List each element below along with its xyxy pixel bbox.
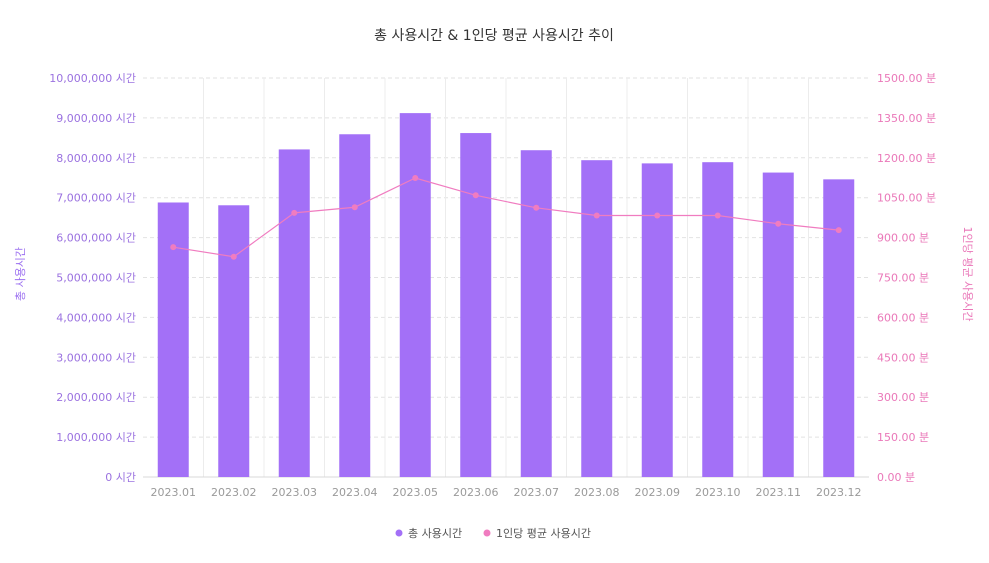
y-right-tick-label: 600.00 분 xyxy=(877,311,929,324)
average-line xyxy=(173,177,839,258)
legend-marker-total xyxy=(395,529,403,537)
y-left-tick-label: 10,000,000 시간 xyxy=(49,72,136,85)
y-right-tick-label: 450.00 분 xyxy=(877,351,929,364)
bar-2023.04[interactable] xyxy=(339,134,371,477)
y-right-tick-label: 900.00 분 xyxy=(877,232,929,245)
legend: 총 사용시간 1인당 평균 사용시간 xyxy=(395,527,591,540)
y-left-tick-label: 4,000,000 시간 xyxy=(56,311,136,324)
y-left-tick-label: 1,000,000 시간 xyxy=(56,431,136,444)
bar-2023.08[interactable] xyxy=(581,160,613,477)
y-axis-right-title: 1인당 평균 사용시간 xyxy=(961,227,974,322)
y-axis-left-title: 총 사용시간 xyxy=(14,247,27,301)
line-point-2023.10[interactable] xyxy=(714,212,721,219)
line-point-2023.12[interactable] xyxy=(835,227,842,234)
bar-2023.02[interactable] xyxy=(218,205,250,477)
line-point-2023.07[interactable] xyxy=(533,204,540,211)
y-right-tick-label: 0.00 분 xyxy=(877,471,915,484)
x-tick-label: 2023.05 xyxy=(393,486,439,499)
y-right-tick-label: 1050.00 분 xyxy=(877,192,936,205)
line-point-2023.04[interactable] xyxy=(351,204,358,211)
x-tick-label: 2023.07 xyxy=(514,486,560,499)
y-right-tick-label: 150.00 분 xyxy=(877,431,929,444)
x-tick-label: 2023.06 xyxy=(453,486,499,499)
x-tick-label: 2023.10 xyxy=(695,486,741,499)
line-point-2023.11[interactable] xyxy=(775,220,782,227)
chart-title: 총 사용시간 & 1인당 평균 사용시간 추이 xyxy=(374,28,614,44)
line-point-2023.05[interactable] xyxy=(412,175,419,182)
x-tick-label: 2023.09 xyxy=(635,486,681,499)
line-point-2023.06[interactable] xyxy=(472,192,479,199)
bar-2023.07[interactable] xyxy=(520,150,552,477)
y-left-tick-label: 6,000,000 시간 xyxy=(56,232,136,245)
x-tick-label: 2023.03 xyxy=(272,486,318,499)
x-tick-label: 2023.02 xyxy=(211,486,257,499)
grid-lines xyxy=(143,77,869,478)
bar-2023.06[interactable] xyxy=(460,133,492,477)
y-left-tick-label: 0 시간 xyxy=(105,471,136,484)
y-left-tick-label: 8,000,000 시간 xyxy=(56,152,136,165)
line-point-2023.08[interactable] xyxy=(593,212,600,219)
bar-2023.01[interactable] xyxy=(157,202,189,477)
bar-2023.10[interactable] xyxy=(702,162,734,477)
legend-item-total[interactable]: 총 사용시간 xyxy=(395,527,463,540)
line-series xyxy=(170,175,842,260)
x-tick-label: 2023.11 xyxy=(756,486,802,499)
line-point-2023.09[interactable] xyxy=(654,212,661,219)
x-tick-label: 2023.04 xyxy=(332,486,378,499)
bar-2023.05[interactable] xyxy=(399,113,431,477)
y-left-tick-label: 3,000,000 시간 xyxy=(56,351,136,364)
y-right-tick-label: 1350.00 분 xyxy=(877,112,936,125)
y-left-tick-label: 7,000,000 시간 xyxy=(56,192,136,205)
y-right-tick-label: 1500.00 분 xyxy=(877,72,936,85)
legend-item-average[interactable]: 1인당 평균 사용시간 xyxy=(483,527,591,540)
bar-2023.09[interactable] xyxy=(641,163,673,478)
x-tick-label: 2023.12 xyxy=(816,486,862,499)
legend-label-average: 1인당 평균 사용시간 xyxy=(496,527,591,540)
y-left-tick-label: 9,000,000 시간 xyxy=(56,112,136,125)
bar-2023.03[interactable] xyxy=(278,149,310,477)
legend-label-total: 총 사용시간 xyxy=(408,527,462,540)
bar-2023.11[interactable] xyxy=(762,172,794,478)
y-right-tick-label: 300.00 분 xyxy=(877,391,929,404)
line-point-2023.02[interactable] xyxy=(230,253,237,260)
legend-marker-average xyxy=(483,529,491,537)
y-axis-left: 0 시간 1,000,000 시간 2,000,000 시간 3,000,000 시간… xyxy=(49,72,136,484)
bar-2023.12[interactable] xyxy=(823,179,855,477)
line-point-2023.01[interactable] xyxy=(170,244,177,251)
x-tick-label: 2023.08 xyxy=(574,486,620,499)
x-tick-label: 2023.01 xyxy=(151,486,197,499)
x-axis: 2023.01 2023.02 2023.03 2023.04 2023.05 2023.… xyxy=(151,486,862,499)
y-right-tick-label: 1200.00 분 xyxy=(877,152,936,165)
y-right-tick-label: 750.00 분 xyxy=(877,272,929,285)
y-left-tick-label: 2,000,000 시간 xyxy=(56,391,136,404)
y-axis-right: 0.00 분 150.00 분 300.00 분 450.00 분 600.00 분 75… xyxy=(877,72,936,484)
y-left-tick-label: 5,000,000 시간 xyxy=(56,272,136,285)
line-point-2023.03[interactable] xyxy=(291,209,298,216)
